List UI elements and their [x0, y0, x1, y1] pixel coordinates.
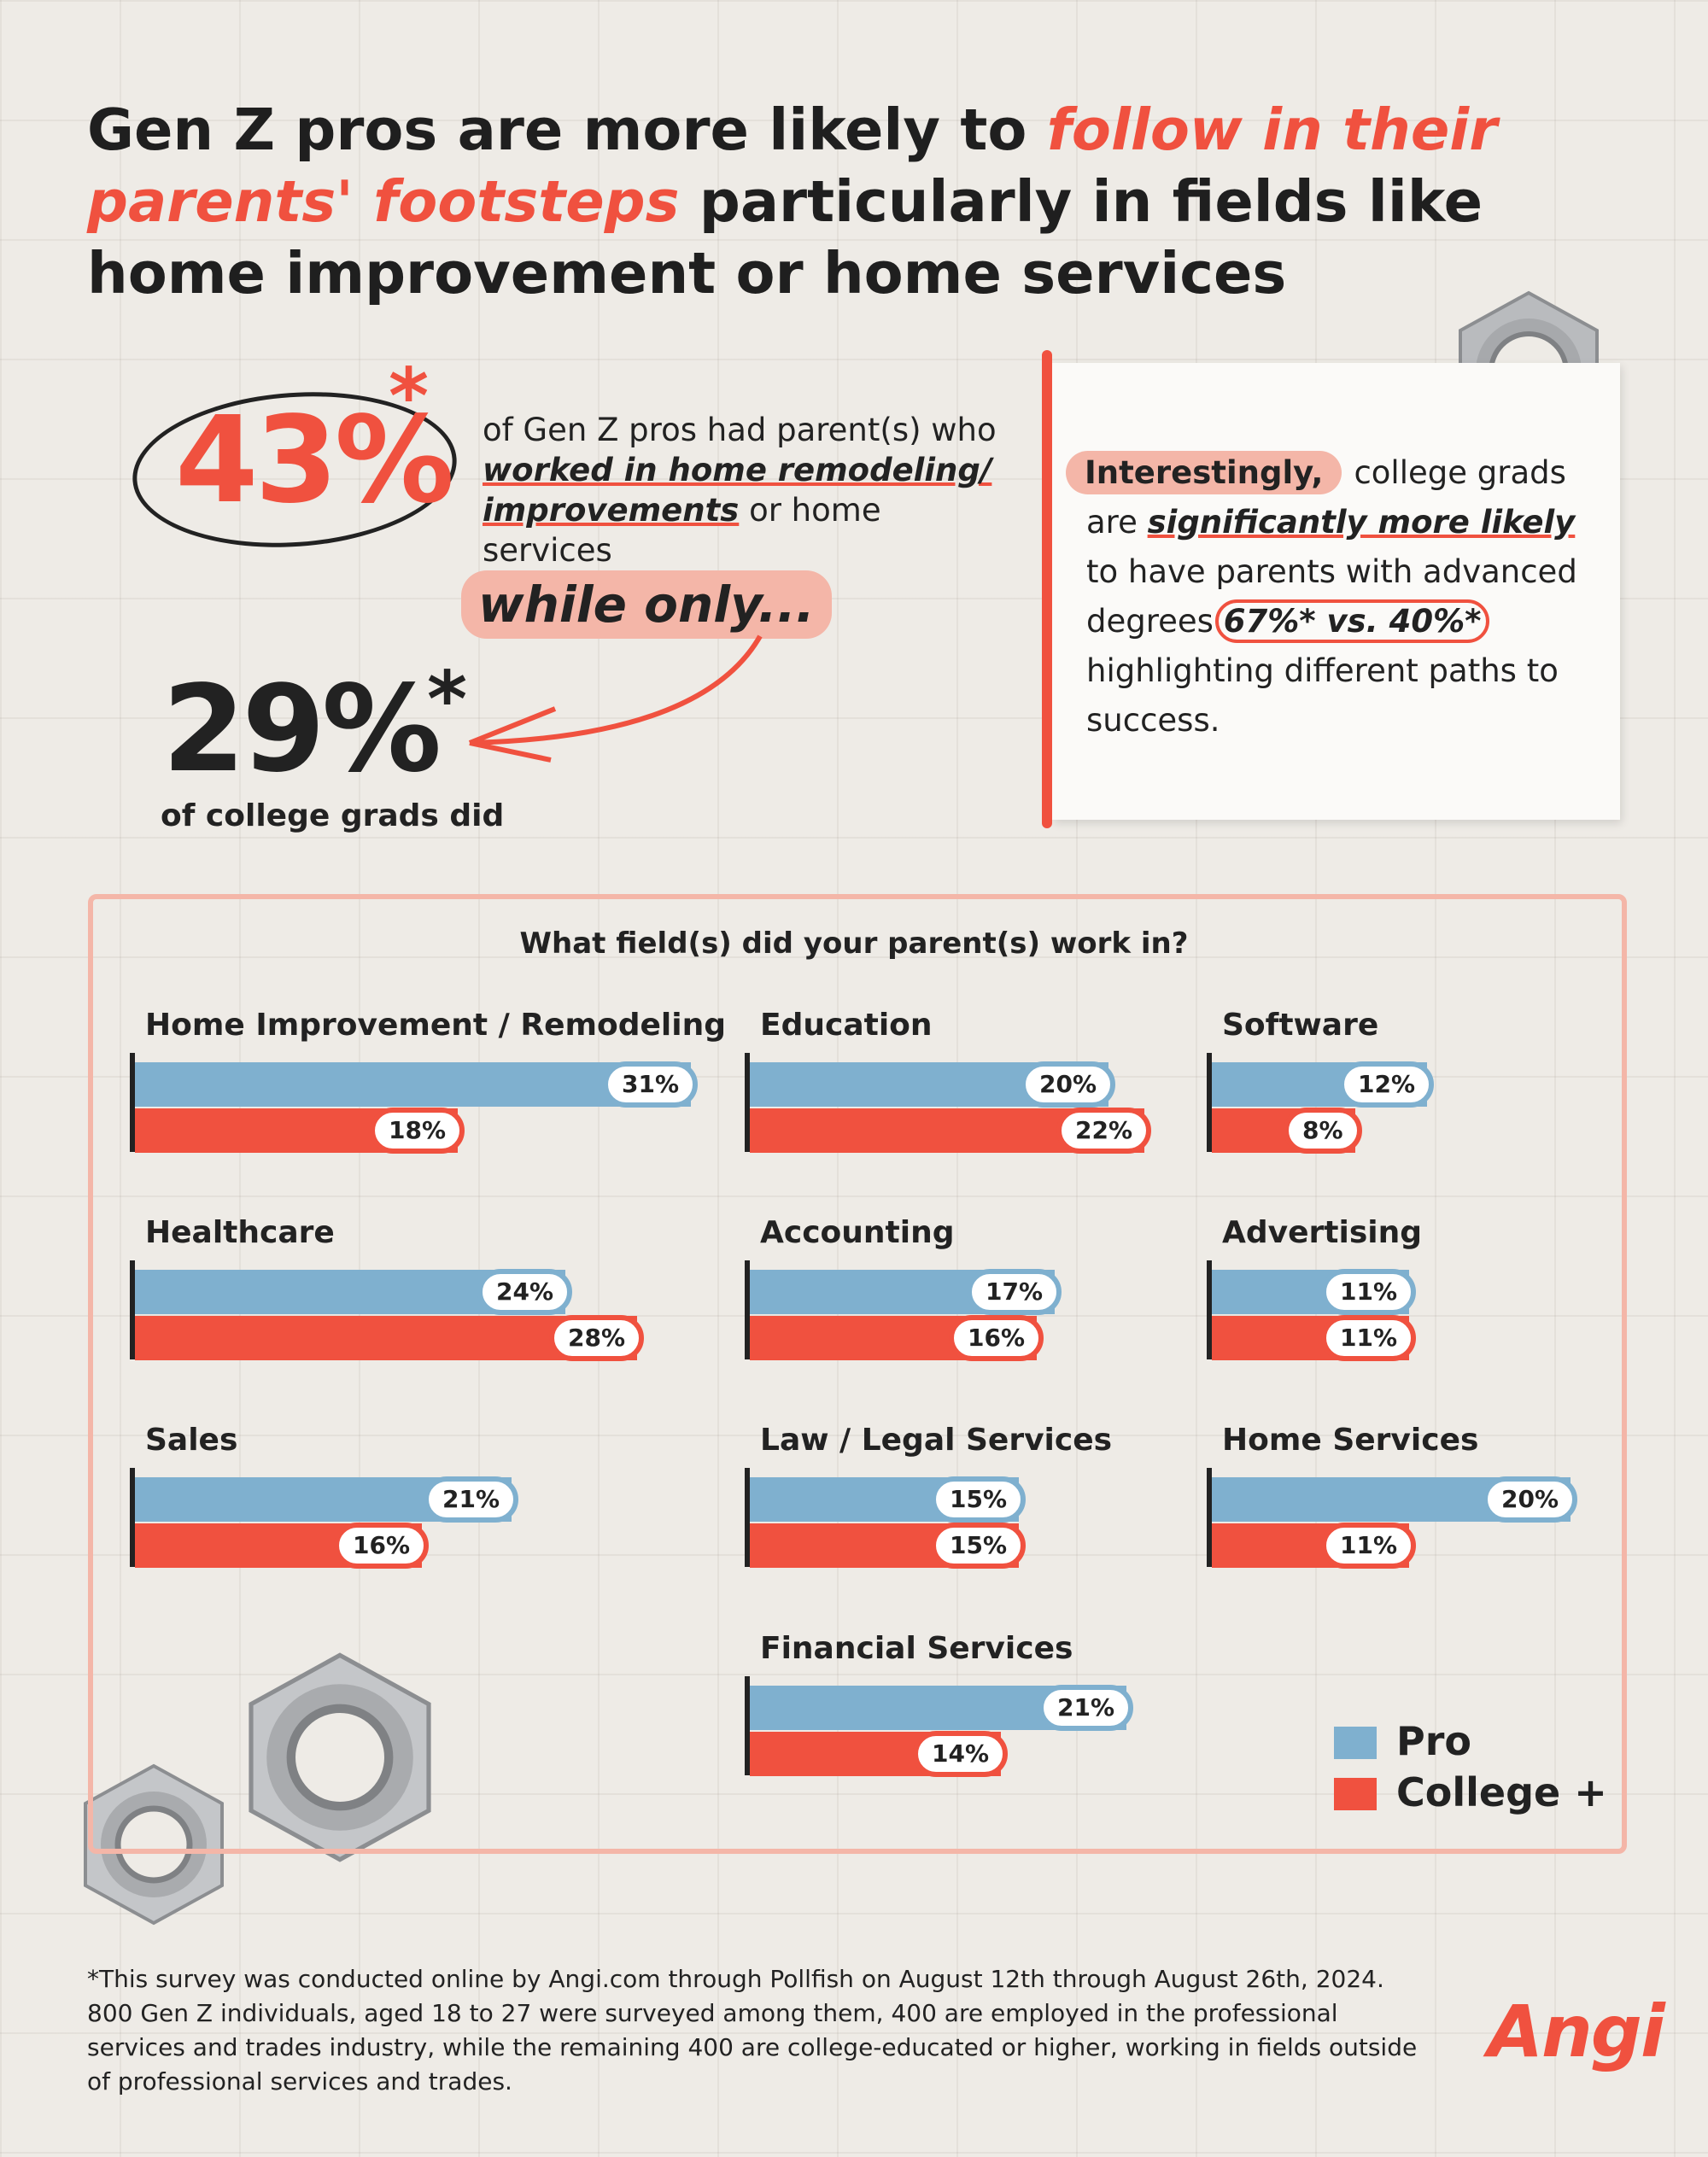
category-label-software: Software	[1222, 1008, 1379, 1043]
legend-swatch-pro	[1334, 1727, 1377, 1759]
page-title: Gen Z pros are more likely to follow in …	[87, 96, 1498, 307]
group-axis	[1207, 1053, 1212, 1152]
group-axis	[745, 1676, 750, 1775]
value-label-pro-home-services: 20%	[1483, 1476, 1578, 1523]
curved-arrow-icon	[468, 634, 763, 763]
group-axis	[130, 1053, 135, 1152]
category-label-law-legal-services: Law / Legal Services	[760, 1423, 1113, 1458]
group-axis	[745, 1468, 750, 1567]
value-label-col-home-services: 11%	[1321, 1523, 1417, 1569]
category-label-sales: Sales	[145, 1423, 238, 1458]
category-label-advertising: Advertising	[1222, 1215, 1422, 1250]
group-axis	[1207, 1468, 1212, 1567]
pro-stat-value: 43%	[175, 391, 454, 530]
category-label-healthcare: Healthcare	[145, 1215, 335, 1250]
value-label-pro-sales: 21%	[424, 1476, 519, 1523]
grad-stat-asterisk: *	[427, 655, 468, 745]
pro-stat-asterisk: *	[389, 352, 430, 441]
value-label-col-sales: 16%	[334, 1523, 430, 1569]
chart-panel	[88, 894, 1627, 1854]
legend-label-pro: Pro	[1396, 1718, 1472, 1764]
while-only-label: while only...	[461, 570, 832, 639]
value-label-pro-financial-services: 21%	[1038, 1685, 1134, 1731]
value-label-col-accounting: 16%	[949, 1315, 1044, 1361]
category-label-home-services: Home Services	[1222, 1423, 1479, 1458]
value-label-pro-healthcare: 24%	[477, 1269, 573, 1315]
hex-nut-icon	[84, 1763, 224, 1926]
category-label-home-improvement-remodeling: Home Improvement / Remodeling	[145, 1008, 726, 1043]
note-circled: 67%* vs. 40%*	[1214, 599, 1490, 643]
note-text: Interestingly, college grads are signific…	[1066, 448, 1616, 745]
angi-logo: Angi	[1488, 1990, 1665, 2073]
group-axis	[1207, 1260, 1212, 1359]
pro-stat-description: of Gen Z pros had parent(s) who worked i…	[483, 412, 997, 569]
legend-label-college: College +	[1396, 1769, 1607, 1815]
bar-pro-home-improvement-remodeling	[135, 1062, 691, 1107]
value-label-pro-advertising: 11%	[1321, 1269, 1417, 1315]
category-label-financial-services: Financial Services	[760, 1631, 1073, 1666]
category-label-accounting: Accounting	[760, 1215, 955, 1250]
grad-stat-description: of college grads did	[161, 798, 505, 833]
footnote: *This survey was conducted online by Ang…	[87, 1965, 1418, 2096]
value-label-pro-home-improvement-remodeling: 31%	[603, 1061, 699, 1108]
group-axis	[745, 1260, 750, 1359]
group-axis	[130, 1260, 135, 1359]
value-label-pro-law-legal-services: 15%	[931, 1476, 1027, 1523]
category-label-education: Education	[760, 1008, 933, 1043]
value-label-pro-software: 12%	[1339, 1061, 1435, 1108]
value-label-pro-accounting: 17%	[967, 1269, 1062, 1315]
value-label-pro-education: 20%	[1021, 1061, 1116, 1108]
chart-title: What field(s) did your parent(s) work in…	[519, 927, 1189, 961]
note-accent-bar	[1042, 350, 1052, 828]
value-label-col-law-legal-services: 15%	[931, 1523, 1027, 1569]
hex-nut-icon	[249, 1652, 431, 1862]
value-label-col-advertising: 11%	[1321, 1315, 1417, 1361]
group-axis	[130, 1468, 135, 1567]
value-label-col-software: 8%	[1284, 1108, 1362, 1154]
note-pill: Interestingly,	[1066, 451, 1342, 494]
group-axis	[745, 1053, 750, 1152]
note-card	[1052, 363, 1620, 820]
value-label-col-education: 22%	[1056, 1108, 1152, 1154]
value-label-col-financial-services: 14%	[913, 1731, 1009, 1777]
value-label-col-healthcare: 28%	[549, 1315, 645, 1361]
value-label-col-home-improvement-remodeling: 18%	[370, 1108, 465, 1154]
grad-stat-value: 29%	[162, 660, 442, 799]
legend-swatch-college	[1334, 1778, 1377, 1810]
title-highlight: follow in their parents' footsteps	[87, 96, 1498, 235]
